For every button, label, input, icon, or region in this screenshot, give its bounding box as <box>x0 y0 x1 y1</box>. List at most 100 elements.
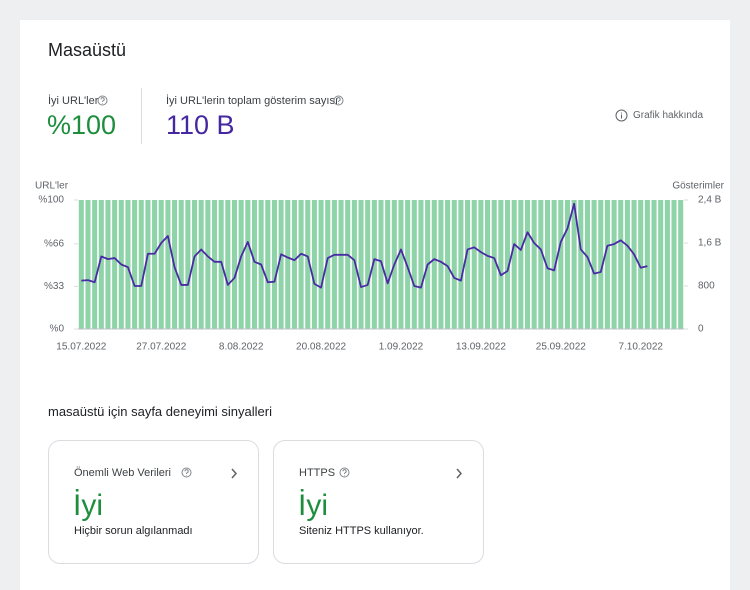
y-axis-title: URL'ler <box>35 181 69 192</box>
bar <box>644 200 650 329</box>
bar <box>305 200 311 329</box>
bar <box>671 200 677 329</box>
bar <box>105 200 111 329</box>
bar <box>638 200 644 329</box>
bar <box>544 200 551 329</box>
x-tick-label: 25.09.2022 <box>536 342 586 353</box>
bar <box>225 200 231 329</box>
bar <box>198 200 204 329</box>
metric-value: 110 B <box>166 110 235 140</box>
bar <box>405 200 411 329</box>
bar <box>165 200 171 329</box>
card-description: Siteniz HTTPS kullanıyor. <box>299 525 424 537</box>
bar <box>658 200 664 329</box>
bar <box>92 200 98 329</box>
x-tick-label: 15.07.2022 <box>56 342 106 353</box>
bar <box>411 200 417 329</box>
bar <box>265 200 271 329</box>
bar <box>145 200 151 329</box>
card-title: Önemli Web Verileri <box>74 467 171 479</box>
y-tick-label: %100 <box>38 195 64 206</box>
bar <box>611 200 617 329</box>
bar <box>251 200 258 329</box>
bar <box>598 200 604 329</box>
bar <box>112 200 118 329</box>
metric-label: İyi URL'ler <box>48 95 99 107</box>
y2-axis-title: Gösterimler <box>672 181 724 192</box>
bar <box>631 200 637 329</box>
x-tick-label: 7.10.2022 <box>618 342 663 353</box>
bar <box>498 200 504 329</box>
bar <box>485 200 491 329</box>
chevron[interactable] <box>230 468 238 479</box>
bar <box>458 200 464 329</box>
y2-tick-label: 2,4 B <box>698 195 722 206</box>
bar <box>178 200 184 329</box>
bar <box>278 200 284 329</box>
bar <box>445 200 451 329</box>
info-icon[interactable] <box>615 109 628 122</box>
about-link[interactable]: Grafik hakkında <box>633 110 704 121</box>
x-tick-label: 1.09.2022 <box>379 342 424 353</box>
bar <box>604 200 610 329</box>
bar <box>358 200 364 329</box>
bar <box>431 200 437 329</box>
bar <box>238 200 244 329</box>
bar <box>618 200 624 329</box>
card-title: HTTPS <box>299 467 336 479</box>
y2-tick-label: 1,6 B <box>698 238 722 249</box>
bar <box>651 200 657 329</box>
help-icon[interactable] <box>97 95 108 106</box>
bar <box>85 200 91 329</box>
bar <box>385 200 391 329</box>
bar <box>285 200 291 329</box>
bar <box>345 200 351 329</box>
y-tick-label: %0 <box>50 324 65 335</box>
bar <box>338 200 344 329</box>
bar <box>438 200 444 329</box>
bar <box>491 200 497 329</box>
bar <box>578 200 584 329</box>
bar <box>398 200 404 329</box>
bar <box>205 200 211 329</box>
chevron[interactable] <box>455 468 463 479</box>
bar <box>152 200 158 329</box>
help-icon[interactable] <box>181 467 192 478</box>
bar <box>531 200 537 329</box>
bar <box>231 200 238 329</box>
bar <box>564 200 570 329</box>
bar <box>518 200 524 329</box>
signal-card[interactable]: Önemli Web Verileri İyi Hiçbir sorun alg… <box>48 440 259 564</box>
metric-label: İyi URL'lerin toplam gösterim sayısı <box>166 95 339 107</box>
y2-tick-label: 800 <box>698 281 715 292</box>
signal-card[interactable]: HTTPS İyi Siteniz HTTPS kullanıyor. <box>273 440 484 564</box>
bar <box>138 200 144 329</box>
help-icon[interactable] <box>339 467 350 478</box>
bar <box>558 200 564 329</box>
bar <box>551 200 557 329</box>
bar <box>678 200 684 329</box>
bar <box>371 200 377 329</box>
bar <box>158 200 164 329</box>
help-icon[interactable] <box>333 95 344 106</box>
y-tick-label: %66 <box>44 239 64 250</box>
bar <box>298 200 304 329</box>
bar <box>365 200 371 329</box>
card-status: İyi <box>73 489 103 522</box>
bar <box>624 200 630 329</box>
bar <box>211 200 218 329</box>
card-status: İyi <box>298 489 328 522</box>
bar <box>245 200 251 329</box>
metric-value: %100 <box>47 110 117 140</box>
bar <box>478 200 484 329</box>
bar <box>524 200 531 329</box>
bar <box>291 200 297 329</box>
bar <box>418 200 424 329</box>
bar <box>351 200 357 329</box>
y2-tick-label: 0 <box>698 324 704 335</box>
bar <box>311 200 317 329</box>
bar <box>132 200 138 329</box>
bar <box>584 200 590 329</box>
page-title: Masaüstü <box>48 40 127 60</box>
